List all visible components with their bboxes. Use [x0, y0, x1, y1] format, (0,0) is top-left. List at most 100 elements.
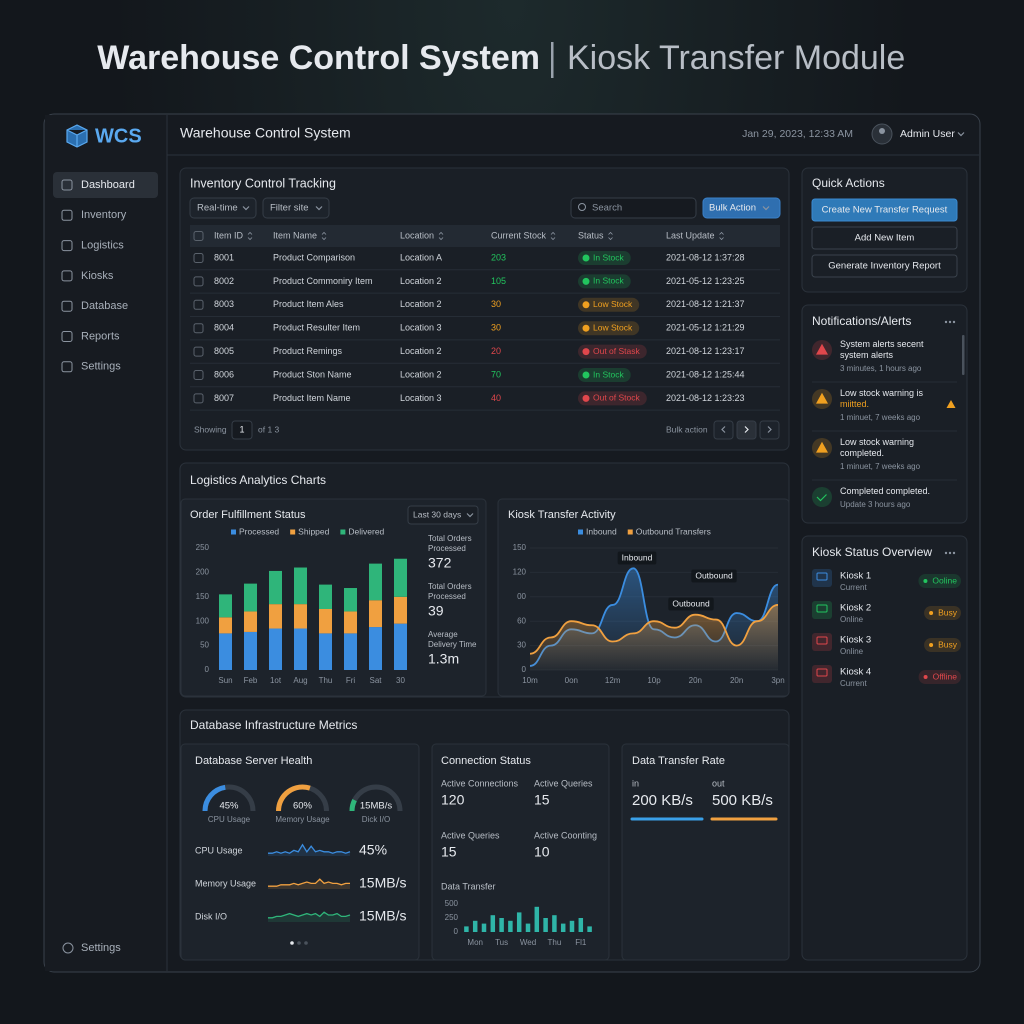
- status-dot: [582, 254, 590, 262]
- kiosk-icon: [812, 601, 832, 619]
- kiosk-name: Kiosk 3: [840, 635, 871, 646]
- nav-item[interactable]: Dashboard: [81, 179, 135, 191]
- gauge-value: 45%: [219, 801, 239, 812]
- menu-dot: [948, 551, 952, 555]
- logo-icon: [66, 124, 88, 148]
- pagination-label: Showing: [194, 424, 227, 434]
- nav-item[interactable]: Settings: [81, 942, 121, 954]
- bar: [508, 920, 513, 932]
- checkbox[interactable]: [193, 346, 204, 357]
- x-tick-label: Wed: [520, 938, 536, 947]
- area: [530, 604, 778, 670]
- checkbox[interactable]: [193, 370, 204, 380]
- pager-button[interactable]: [759, 420, 780, 440]
- bar: [481, 923, 487, 932]
- bar: [490, 915, 496, 932]
- gauge-label: Dick I/O: [362, 815, 390, 824]
- kiosk-status-pill: [924, 606, 961, 620]
- bar-segment: [369, 600, 382, 628]
- kiosk-detail: Current: [840, 583, 867, 592]
- nav-item[interactable]: Settings: [81, 361, 121, 373]
- bar: [587, 926, 592, 932]
- cell: 8005: [214, 346, 234, 356]
- page-subtitle: Kiosk Transfer Module: [567, 39, 905, 77]
- bar-segment: [294, 567, 307, 605]
- y-tick-label: 00: [517, 592, 526, 601]
- x-tick-label: Thu: [319, 676, 333, 685]
- bar: [472, 920, 478, 932]
- metric-card: [621, 743, 790, 961]
- checkbox[interactable]: [193, 299, 204, 310]
- action-button[interactable]: [811, 226, 958, 250]
- checkbox[interactable]: [193, 393, 204, 404]
- chevron: [762, 206, 770, 211]
- kiosk-status-panel: [801, 535, 968, 961]
- status-text: In Stock: [593, 276, 624, 286]
- bar-segment: [394, 558, 407, 597]
- legend-swatch: [578, 529, 583, 535]
- sparkline-area: [268, 912, 350, 922]
- range-dropdown[interactable]: [407, 505, 479, 525]
- cell: Product Item Name: [273, 393, 351, 403]
- annotation: Outbound: [695, 570, 733, 580]
- checkbox[interactable]: [193, 276, 204, 287]
- legend-swatch: [627, 529, 633, 535]
- metric-label: Memory Usage: [195, 878, 256, 888]
- user-name[interactable]: Admin User: [900, 128, 955, 140]
- nav-item[interactable]: Inventory: [81, 209, 127, 221]
- datetime: Jan 29, 2023, 12:33 AM: [742, 128, 853, 140]
- nav-item[interactable]: Reports: [81, 330, 120, 342]
- kiosk-status: Offline: [933, 671, 958, 681]
- bar-segment: [269, 570, 282, 605]
- nav-item[interactable]: Database: [81, 300, 128, 312]
- x-tick-label: 20n: [730, 676, 743, 685]
- filter-dropdown[interactable]: [262, 197, 330, 219]
- filter-label: Filter site: [270, 203, 309, 214]
- search-box[interactable]: [570, 197, 697, 219]
- cell: Product Resulter Item: [273, 323, 360, 333]
- metric-value: 15MB/s: [359, 875, 406, 891]
- status-pill: [578, 321, 640, 336]
- checkbox[interactable]: [193, 323, 204, 334]
- page-input[interactable]: [231, 420, 253, 440]
- pagination-action: Bulk action: [666, 424, 708, 434]
- x-tick-label: Sat: [369, 676, 382, 685]
- filter-dropdown[interactable]: [189, 197, 257, 219]
- cell: 2021-05-12 1:23:25: [666, 276, 745, 286]
- metric-value: 45%: [359, 842, 387, 858]
- bar: [525, 923, 531, 932]
- status-text: Low Stock: [593, 322, 633, 332]
- stat-value: 39: [428, 603, 444, 619]
- stat-value: 120: [441, 792, 465, 808]
- annotation: Outbound: [672, 598, 710, 608]
- checkbox[interactable]: [193, 253, 204, 263]
- gauge-fill: [202, 784, 226, 812]
- alert-text: Low stock warning is miitted. 1 minuet, 7…: [840, 388, 952, 423]
- action-button[interactable]: [811, 198, 958, 222]
- panel-title: Inventory Control Tracking: [190, 176, 336, 190]
- chevron: [957, 132, 965, 137]
- bar-segment: [244, 611, 257, 632]
- action-button[interactable]: [811, 254, 958, 278]
- nav-item[interactable]: Logistics: [81, 240, 124, 252]
- kiosk-name: Kiosk 1: [840, 571, 871, 582]
- stat-value: 15: [441, 844, 457, 860]
- pager-button[interactable]: [736, 420, 757, 440]
- y-tick-label: 150: [513, 543, 527, 552]
- page-total: of 1 3: [258, 424, 280, 434]
- page-dot: [297, 941, 301, 945]
- menu-dot: [944, 320, 948, 324]
- pager-button[interactable]: [713, 420, 734, 440]
- cell: 40: [491, 393, 501, 403]
- nav-item[interactable]: Kiosks: [81, 270, 114, 282]
- range-label: Last 30 days: [413, 509, 461, 519]
- panel-title: Kiosk Status Overview: [812, 545, 932, 559]
- bar: [569, 920, 575, 932]
- alert-time: Update 3 hours ago: [840, 500, 911, 509]
- button-label: Create New Transfer Request: [822, 205, 948, 216]
- panel-title: Logistics Analytics Charts: [190, 473, 326, 487]
- bar-segment: [294, 604, 307, 629]
- search-icon: [578, 203, 586, 211]
- bulk-action-button[interactable]: [702, 197, 781, 219]
